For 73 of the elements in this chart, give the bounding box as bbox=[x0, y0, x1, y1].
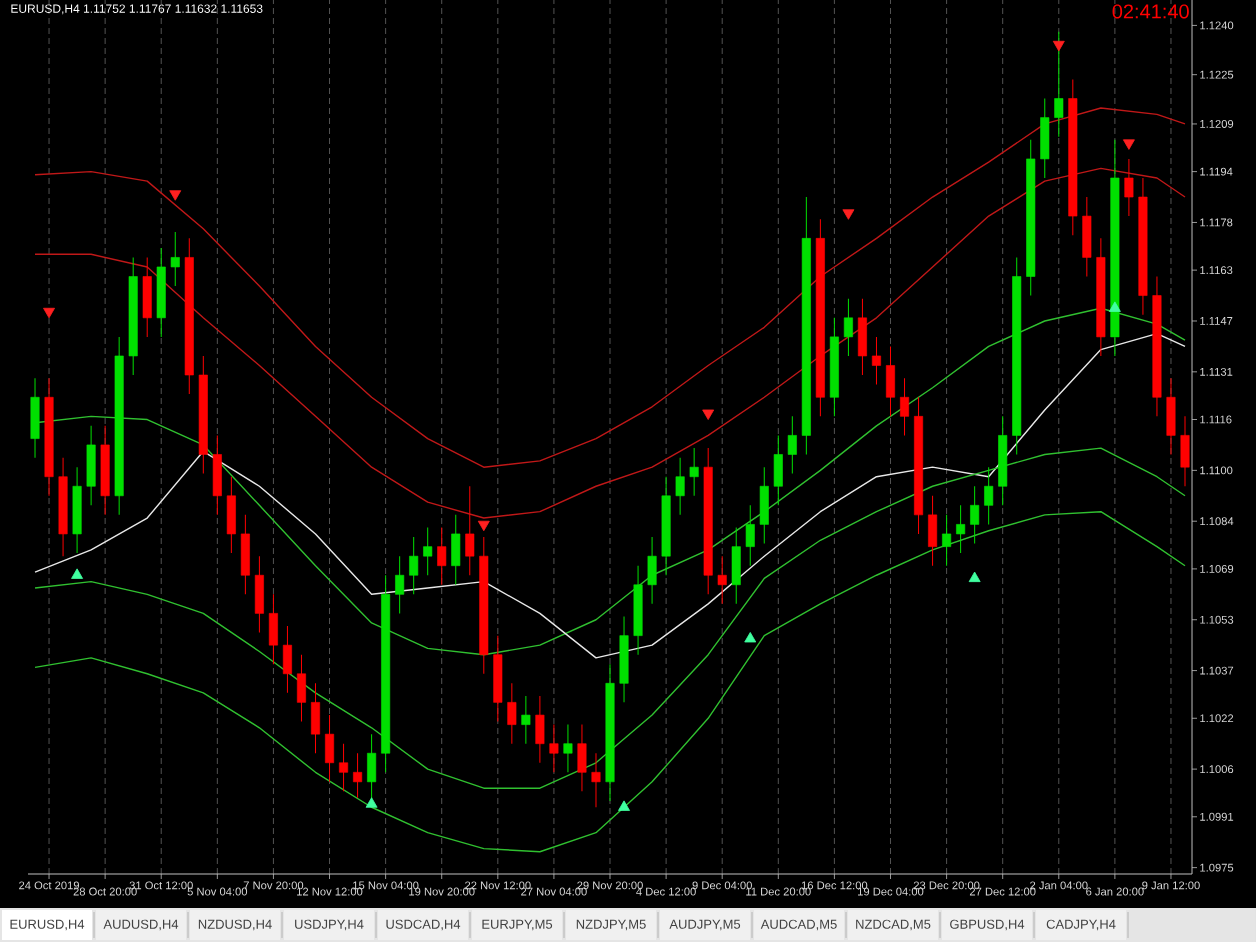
candlestick bbox=[142, 256, 152, 338]
candlestick bbox=[451, 514, 461, 586]
candlestick bbox=[240, 514, 250, 595]
candlestick bbox=[717, 555, 727, 605]
candlestick bbox=[759, 466, 769, 544]
candlestick bbox=[1124, 158, 1134, 217]
candlestick bbox=[465, 485, 475, 576]
candlestick bbox=[1180, 415, 1190, 487]
candlestick bbox=[226, 476, 236, 554]
candlestick bbox=[942, 514, 952, 567]
line-series bbox=[34, 447, 1186, 789]
candlestick bbox=[970, 485, 980, 544]
candlestick bbox=[409, 536, 419, 595]
candlestick bbox=[310, 682, 321, 754]
candlestick bbox=[563, 724, 573, 773]
candlestick bbox=[353, 752, 363, 799]
candlestick bbox=[928, 495, 938, 567]
candlestick bbox=[212, 434, 222, 516]
candlestick bbox=[647, 536, 657, 605]
candlestick bbox=[535, 695, 545, 764]
candlestick bbox=[507, 682, 517, 745]
candlestick bbox=[871, 336, 881, 386]
candlestick bbox=[745, 504, 755, 567]
candlestick bbox=[857, 298, 867, 376]
candlestick bbox=[437, 527, 447, 586]
candlestick bbox=[577, 724, 587, 792]
point bbox=[169, 190, 182, 201]
candlestick bbox=[296, 654, 306, 722]
point bbox=[1052, 40, 1065, 52]
candlestick bbox=[1054, 31, 1064, 138]
point bbox=[477, 520, 490, 532]
candlestick bbox=[1082, 196, 1092, 277]
candlestick bbox=[675, 457, 685, 516]
candlestick bbox=[30, 377, 40, 459]
point bbox=[618, 800, 630, 811]
candlestick bbox=[731, 527, 741, 605]
point bbox=[744, 632, 757, 643]
point bbox=[71, 568, 84, 579]
point bbox=[842, 209, 855, 220]
candlestick bbox=[325, 714, 335, 783]
candlestick bbox=[72, 466, 82, 554]
candlestick bbox=[591, 752, 601, 808]
line-series bbox=[34, 107, 1186, 468]
candlestick bbox=[787, 415, 797, 475]
candlestick bbox=[984, 466, 994, 525]
candlestick bbox=[395, 555, 405, 614]
point bbox=[365, 797, 378, 808]
candlestick bbox=[885, 345, 895, 417]
candlestick bbox=[1166, 377, 1176, 455]
candlestick bbox=[339, 743, 349, 792]
line-series bbox=[34, 510, 1186, 853]
candlestick bbox=[521, 695, 531, 745]
candlestick bbox=[773, 434, 783, 506]
candlestick bbox=[843, 298, 853, 357]
candlestick bbox=[86, 425, 96, 506]
candlestick bbox=[549, 724, 559, 773]
candlestick bbox=[493, 635, 503, 722]
candlestick bbox=[268, 593, 278, 665]
candlestick bbox=[689, 447, 699, 497]
annotation: 02:41:40 bbox=[1112, 4, 1189, 19]
candlestick bbox=[282, 625, 292, 694]
candlestick bbox=[956, 504, 966, 554]
candlestick bbox=[619, 616, 629, 703]
candlestick bbox=[254, 555, 264, 633]
candlestick bbox=[1040, 98, 1050, 179]
point bbox=[1108, 301, 1121, 312]
candlestick bbox=[423, 527, 433, 576]
point bbox=[702, 409, 715, 420]
point bbox=[43, 307, 55, 319]
candlestick bbox=[900, 377, 910, 436]
point bbox=[1122, 139, 1135, 150]
candlestick bbox=[170, 231, 180, 287]
point bbox=[968, 571, 981, 583]
